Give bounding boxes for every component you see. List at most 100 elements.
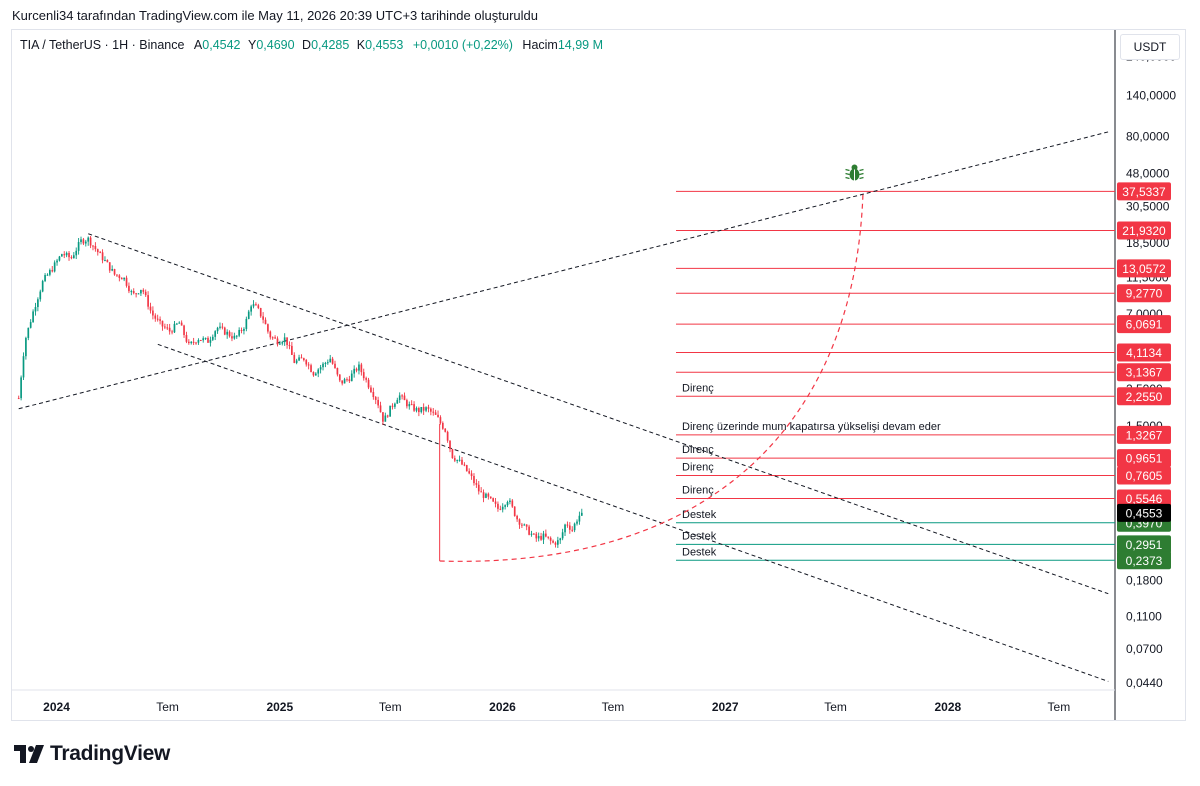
candle-body-down <box>470 473 473 477</box>
close-label: K <box>356 38 366 52</box>
candle-body-down <box>192 341 195 343</box>
candle-body-up <box>176 323 178 325</box>
candle-body-up <box>394 403 396 407</box>
price-tick-label: 140,0000 <box>1126 89 1176 103</box>
tradingview-logo[interactable]: TradingView <box>14 742 170 766</box>
price-tags-layer: 37,5337 21,9320 13,0572 9,2770 6,0691 4,1134 3… <box>1117 182 1171 570</box>
resistance-price-tag-bg <box>1117 259 1171 278</box>
candle-body-up <box>216 327 219 332</box>
candle-body-down <box>271 337 274 339</box>
candle-body-up <box>29 322 32 328</box>
candle-body-up <box>353 368 356 374</box>
candle-body-down <box>255 304 257 306</box>
resistance-price-tag: 3,1367 <box>1126 366 1163 380</box>
resistance-level-note: Direnç üzerinde mum kapatırsa yükselişi … <box>682 421 941 433</box>
projection-curve <box>439 191 864 562</box>
candle-body-up <box>87 237 90 242</box>
price-tick-label: 0,1800 <box>1126 573 1163 587</box>
candle-body-down <box>195 342 197 344</box>
candle-body-down <box>360 364 363 373</box>
candle-body-down <box>427 407 430 409</box>
candle-body-down <box>451 449 454 459</box>
candle-body-down <box>549 537 552 541</box>
candle-body-down <box>132 291 135 294</box>
candle-body-up <box>25 337 27 357</box>
candle-body-down <box>142 289 145 292</box>
price-tick-label: 0,0700 <box>1126 642 1163 656</box>
candle-body-down <box>187 341 190 344</box>
candle-body-down <box>374 397 377 400</box>
currency-unit-button[interactable]: USDT <box>1120 34 1180 60</box>
resistance-price-tag-bg <box>1117 489 1171 508</box>
candle-body-down <box>521 524 523 526</box>
time-tick-label: 2026 <box>489 700 516 714</box>
candle-body-down <box>461 459 463 465</box>
tradingview-logo-icon <box>14 745 44 763</box>
candle-body-down <box>228 331 231 337</box>
dashed-trendline <box>88 233 1109 595</box>
candle-body-up <box>329 358 332 363</box>
candle-body-down <box>185 335 188 342</box>
resistance-price-tag: 0,9651 <box>1126 452 1163 466</box>
candle-body-up <box>190 341 193 344</box>
resistance-price-tag-bg <box>1117 425 1171 444</box>
symbol-name[interactable]: TIA / TetherUS · 1H · Binance <box>20 38 185 52</box>
candle-body-up <box>530 533 533 535</box>
resistance-price-tag-bg <box>1117 387 1171 406</box>
candle-body-up <box>84 241 87 244</box>
candle-body-down <box>120 277 123 280</box>
candle-body-down <box>463 464 466 466</box>
candle-body-down <box>269 331 272 338</box>
candle-body-down <box>168 327 171 332</box>
candle-body-up <box>80 239 82 243</box>
candle-body-down <box>475 483 478 485</box>
candle-body-up <box>72 255 75 259</box>
change-value: +0,0010 (+0,22%) <box>412 38 513 52</box>
candle-body-up <box>283 337 286 343</box>
candle-body-down <box>113 269 116 275</box>
resistance-price-tag: 37,5337 <box>1122 185 1166 199</box>
low-label: D <box>302 38 312 52</box>
candle-body-down <box>221 326 224 328</box>
price-tick-label: 48,0000 <box>1126 167 1170 181</box>
resistance-price-tag: 1,3267 <box>1126 428 1163 442</box>
candle-body-down <box>149 306 152 311</box>
candle-body-down <box>240 329 243 331</box>
candle-body-up <box>49 270 51 275</box>
candle-body-up <box>58 256 61 261</box>
candle-body-down <box>144 291 147 296</box>
resistance-price-tag: 6,0691 <box>1126 318 1163 332</box>
candle-body-down <box>429 408 432 412</box>
author-line: Kurcenli34 tarafından TradingView.com il… <box>12 8 538 23</box>
candle-body-up <box>211 336 214 340</box>
candle-body-down <box>286 337 288 346</box>
symbol-legend: TIA / TetherUS · 1H · Binance A0,4542 Y0… <box>20 38 603 52</box>
candle-body-down <box>473 476 475 484</box>
candle-body-down <box>487 493 490 497</box>
candle-body-up <box>322 363 324 368</box>
chart-frame <box>11 29 1186 721</box>
close-value: 0,4553 <box>365 38 404 52</box>
candle-body-down <box>152 310 154 316</box>
candle-body-up <box>396 399 399 404</box>
candle-body-down <box>554 542 557 545</box>
candle-body-down <box>156 318 159 320</box>
candle-body-up <box>238 329 241 336</box>
candle-body-down <box>533 533 535 535</box>
candle-body-down <box>267 324 269 332</box>
candle-body-down <box>300 357 303 359</box>
time-tick-label: Tem <box>1048 700 1071 714</box>
candle-body-down <box>489 496 492 499</box>
trendlines-layer <box>18 131 1109 682</box>
candle-body-up <box>456 459 459 461</box>
price-tick-label: 0,0440 <box>1126 676 1163 690</box>
time-scale[interactable]: 2024 Tem 2025 Tem 2026 Tem 2027 Tem 2028 Tem <box>43 700 1070 714</box>
candle-body-up <box>252 304 255 307</box>
candle-body-up <box>573 523 576 531</box>
candle-body-up <box>197 340 200 343</box>
candle-body-down <box>305 360 308 365</box>
candle-body-down <box>262 316 264 320</box>
candle-body-up <box>137 293 140 295</box>
candle-body-down <box>108 262 111 271</box>
